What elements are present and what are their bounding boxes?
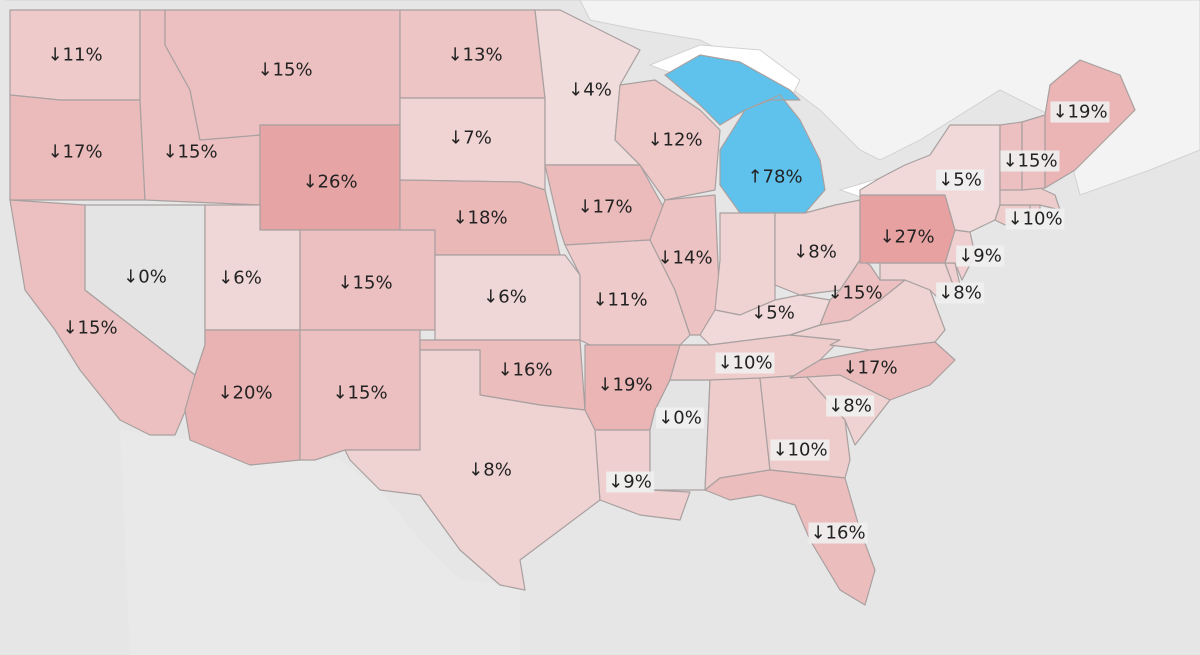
state-colorado[interactable] [299, 229, 436, 331]
state-rhode-island[interactable] [1029, 204, 1041, 221]
state-maine[interactable] [1044, 59, 1136, 189]
state-wisconsin[interactable] [614, 79, 721, 201]
state-indiana[interactable] [714, 212, 776, 316]
state-montana[interactable] [164, 9, 401, 141]
canada-land [0, 0, 1200, 196]
state-kansas[interactable] [434, 254, 581, 341]
state-florida[interactable] [704, 469, 876, 606]
state-new-mexico[interactable] [299, 329, 421, 461]
state-oregon[interactable] [9, 94, 146, 201]
mexico-land [120, 430, 520, 655]
state-washington[interactable] [9, 9, 141, 101]
state-vermont[interactable] [999, 121, 1023, 191]
state-pennsylvania[interactable] [859, 194, 956, 264]
state-illinois[interactable] [649, 194, 721, 336]
state-north-dakota[interactable] [399, 9, 546, 99]
state-connecticut[interactable] [994, 204, 1031, 226]
state-south-dakota[interactable] [399, 97, 546, 191]
state-michigan[interactable] [664, 54, 826, 214]
state-iowa[interactable] [544, 164, 666, 246]
state-north-carolina[interactable] [789, 341, 956, 401]
ocean-west [0, 0, 5, 655]
state-wyoming[interactable] [259, 124, 401, 231]
state-new-hampshire[interactable] [1021, 114, 1046, 191]
state-texas[interactable] [344, 349, 601, 591]
